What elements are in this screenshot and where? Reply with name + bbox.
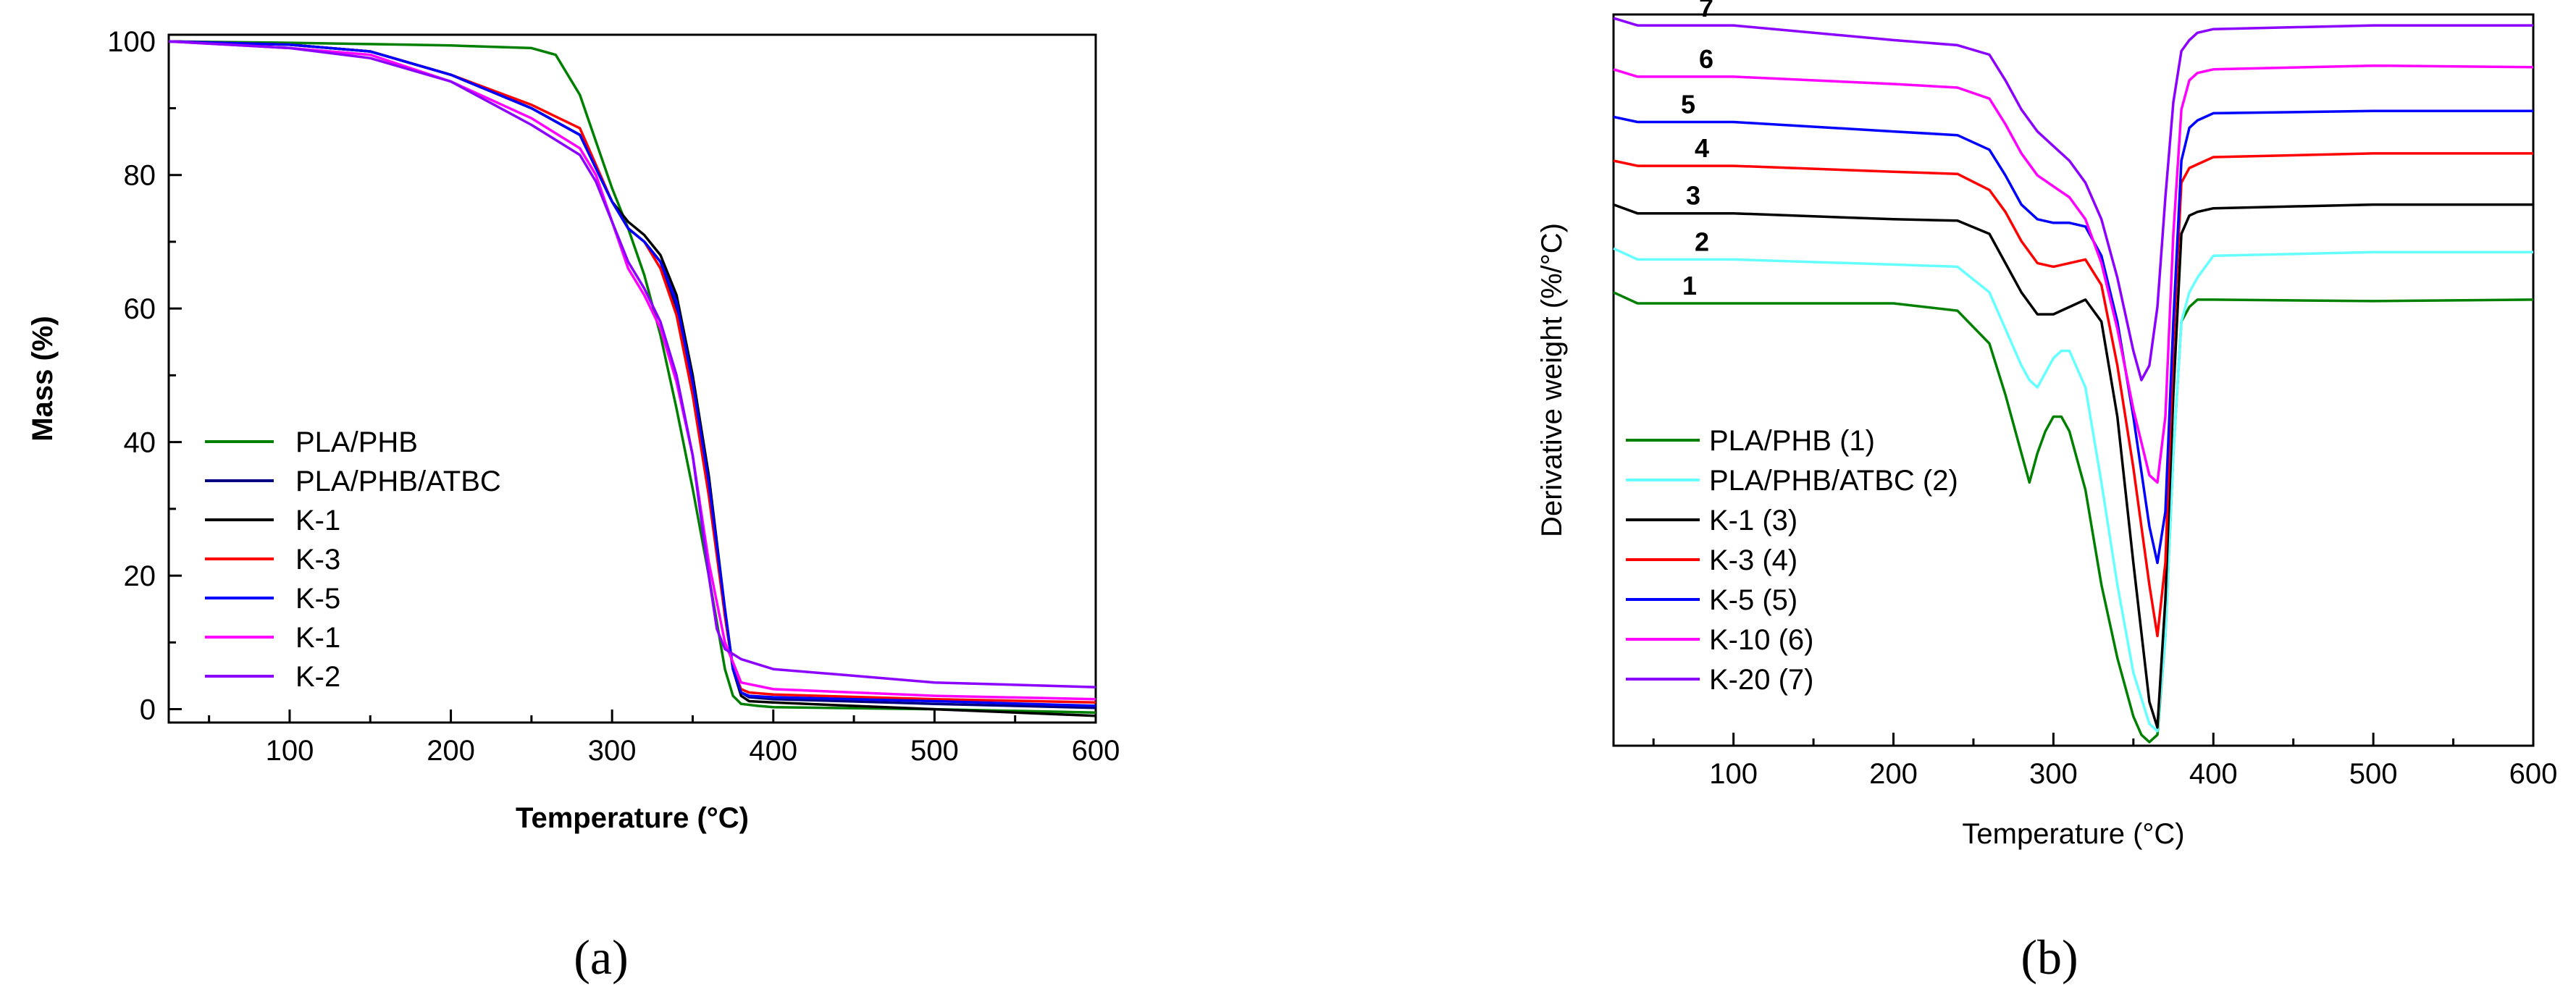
chart-b-x-tick-label: 600	[2509, 758, 2558, 790]
chart-a-y-ticks: 0 20 40 60 80 100	[107, 26, 182, 726]
chart-a-series-line-3	[168, 40, 1096, 717]
chart-a-series-lines	[168, 40, 1096, 717]
chart-a-x-tick-label: 200	[427, 735, 475, 767]
chart-a-x-tick-label: 500	[910, 735, 959, 767]
chart-a-legend: PLA/PHB PLA/PHB/ATBC K-1 K-3 K-5 K-1 K-2	[205, 426, 501, 693]
chart-a-legend-entry: K-3	[295, 544, 340, 576]
chart-b-series-line-6	[1613, 64, 2534, 484]
chart-a-x-tick-label: 400	[749, 735, 797, 767]
chart-a-y-tick-label: 20	[124, 560, 156, 592]
chart-b-curve-number: 6	[1699, 44, 1713, 74]
chart-b-legend: PLA/PHB (1) PLA/PHB/ATBC (2) K-1 (3) K-3 (4…	[1626, 425, 1958, 696]
chart-a-y-tick-label: 80	[124, 160, 156, 192]
chart-a-legend-entry: K-5	[295, 583, 340, 615]
chart-b-curve-number: 2	[1695, 227, 1709, 256]
chart-a-x-tick-label: 100	[266, 735, 314, 767]
chart-a-x-tick-label: 300	[588, 735, 637, 767]
chart-b-legend-entry: K-20 (7)	[1709, 664, 1814, 696]
chart-b-legend-entry: K-3 (4)	[1709, 544, 1797, 576]
chart-b-x-axis-label: Temperature (°C)	[1962, 818, 2184, 850]
chart-a-legend-entry: PLA/PHB/ATBC	[295, 466, 501, 497]
chart-b-legend-entry: K-10 (6)	[1709, 624, 1814, 656]
chart-b-legend-entry: PLA/PHB/ATBC (2)	[1709, 465, 1958, 497]
chart-b-legend-entry: K-1 (3)	[1709, 505, 1797, 536]
chart-a-legend-entry: K-2	[295, 661, 340, 693]
chart-b-x-tick-label: 500	[2349, 758, 2398, 790]
chart-b: 100 200 300 400 500 600 1 2 3 456 7 Temperature (…	[1536, 0, 2557, 985]
chart-a-legend-entry: K-1	[295, 505, 340, 536]
chart-a-legend-entry: K-1	[295, 622, 340, 654]
chart-b-curve-numbers: 1 2 3 456 7	[1681, 0, 1713, 300]
chart-a: 100 200 300 400 500 600 0 20 40 60 80 100 Temperat…	[27, 26, 1120, 985]
chart-a-x-tick-label: 600	[1072, 735, 1120, 767]
chart-b-curve-number: 4	[1695, 133, 1709, 163]
chart-b-series-line-3	[1613, 203, 2533, 729]
chart-a-y-tick-label: 0	[140, 694, 156, 726]
chart-b-x-tick-label: 300	[2029, 758, 2078, 790]
chart-b-x-ticks: 100 200 300 400 500 600	[1652, 733, 2558, 790]
chart-a-y-tick-label: 40	[124, 427, 156, 459]
chart-b-curve-number: 7	[1699, 0, 1713, 22]
chart-b-series-line-5	[1613, 109, 2533, 565]
chart-b-series-line-1	[1613, 291, 2534, 744]
chart-a-series-line-5	[168, 40, 1096, 707]
chart-a-x-ticks: 100 200 300 400 500 600	[208, 710, 1120, 767]
chart-a-series-line-1	[168, 40, 1096, 714]
chart-b-x-tick-label: 400	[2189, 758, 2238, 790]
chart-b-curve-number: 5	[1681, 89, 1695, 119]
chart-b-curve-number: 1	[1682, 271, 1697, 300]
chart-b-series-line-2	[1613, 247, 2533, 733]
chart-b-series-line-4	[1613, 152, 2533, 638]
chart-a-legend-entry: PLA/PHB	[295, 426, 418, 458]
chart-b-y-axis-label: Derivative weight (%/°C)	[1536, 223, 1568, 537]
chart-b-x-tick-label: 200	[1869, 758, 1918, 790]
chart-b-panel-label: (b)	[2021, 930, 2078, 985]
chart-b-legend-entry: PLA/PHB (1)	[1709, 425, 1875, 457]
chart-b-plot-frame	[1612, 13, 2535, 747]
chart-b-curve-number: 3	[1686, 181, 1700, 211]
chart-b-x-tick-label: 100	[1709, 758, 1758, 790]
chart-a-x-axis-label: Temperature (°C)	[516, 802, 749, 834]
chart-a-y-tick-label: 60	[124, 293, 156, 325]
chart-a-plot-frame	[167, 33, 1097, 724]
chart-a-y-axis-label: Mass (%)	[27, 316, 59, 441]
chart-a-panel-label: (a)	[574, 930, 628, 985]
chart-b-series-line-7	[1613, 17, 2533, 382]
chart-b-legend-entry: K-5 (5)	[1709, 584, 1797, 616]
chart-a-series-line-7	[168, 40, 1096, 689]
chart-b-series-lines	[1613, 17, 2534, 744]
chart-a-y-tick-label: 100	[107, 26, 156, 58]
